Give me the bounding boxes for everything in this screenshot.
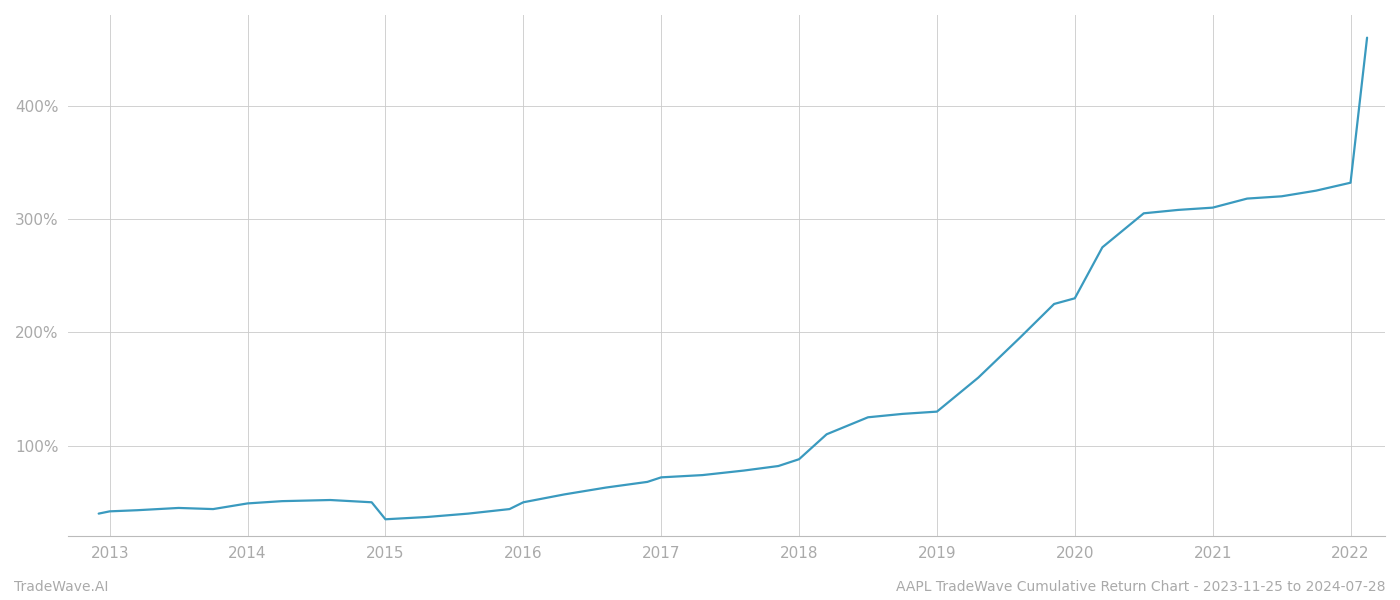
Text: AAPL TradeWave Cumulative Return Chart - 2023-11-25 to 2024-07-28: AAPL TradeWave Cumulative Return Chart -… <box>896 580 1386 594</box>
Text: TradeWave.AI: TradeWave.AI <box>14 580 108 594</box>
